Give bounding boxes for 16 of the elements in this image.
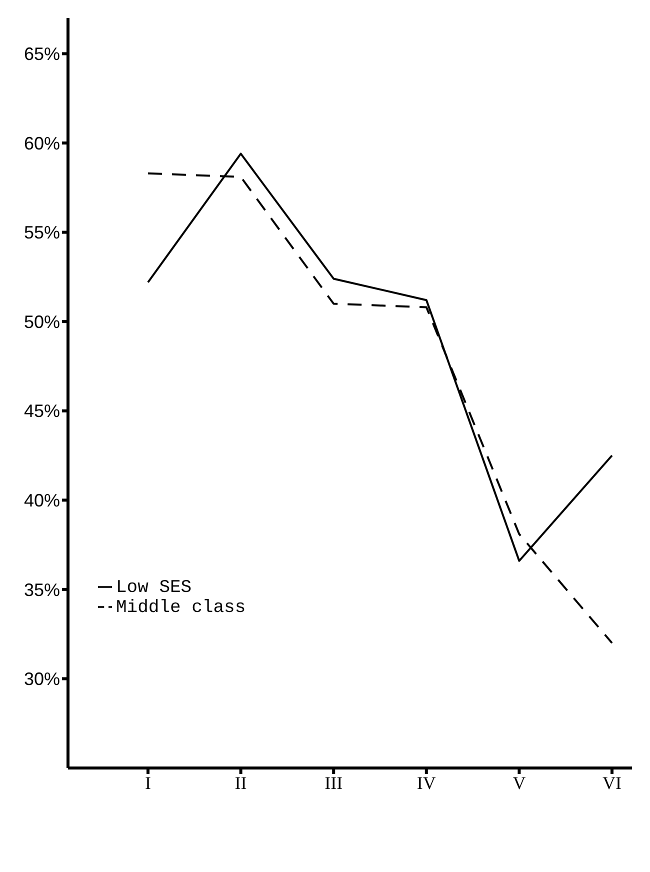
y-tick-label: 50% [24, 312, 60, 332]
y-tick-label: 65% [24, 44, 60, 64]
x-tick-label: VI [602, 772, 622, 793]
x-tick-label: II [234, 772, 247, 793]
x-tick-label: III [324, 772, 343, 793]
legend-label: Low SES [116, 578, 192, 598]
y-tick-label: 55% [24, 222, 60, 243]
y-tick-label: 60% [24, 133, 60, 154]
y-tick-label: 35% [24, 580, 60, 600]
y-tick-label: 45% [24, 401, 60, 422]
y-tick-label: 40% [24, 490, 60, 511]
x-tick-label: V [512, 772, 526, 793]
legend-label: Middle class [116, 598, 246, 618]
x-tick-label: IV [416, 772, 436, 793]
y-tick-label: 30% [24, 669, 60, 690]
x-tick-label: I [145, 772, 151, 793]
